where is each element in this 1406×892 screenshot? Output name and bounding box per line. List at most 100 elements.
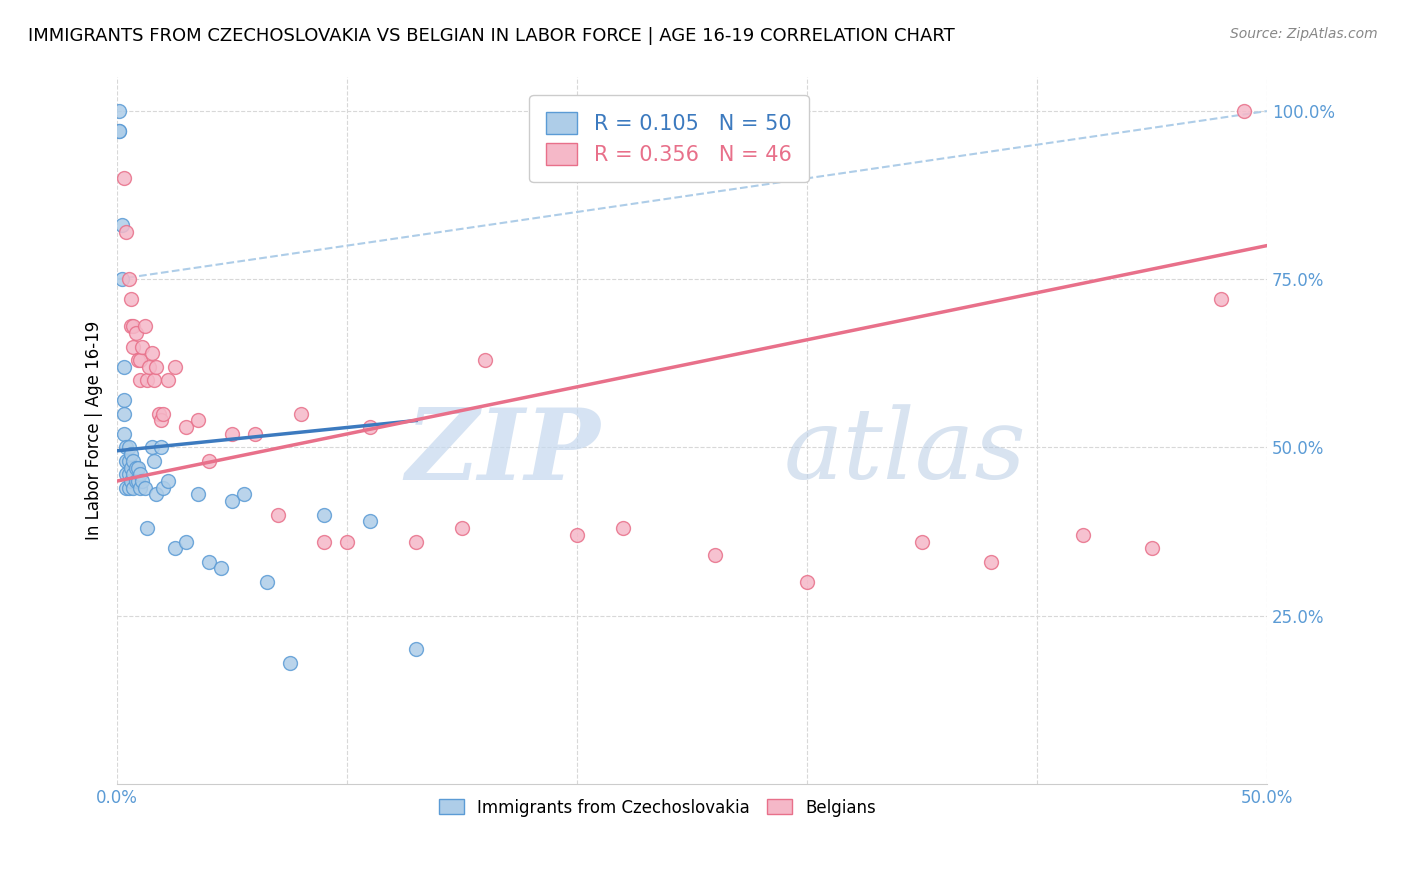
Point [145,359,167,374]
Point [129,353,152,368]
Point [134,481,156,495]
Point [134,319,156,334]
Point [115,225,138,239]
Point [198,555,221,569]
Point [112,359,135,374]
Point [405,642,427,657]
Point [796,574,818,589]
Text: Source: ZipAtlas.com: Source: ZipAtlas.com [1230,27,1378,41]
Point [108,124,131,138]
Point [359,515,381,529]
Point [127,353,149,368]
Point [124,326,146,340]
Point [152,407,174,421]
Point [143,454,166,468]
Legend: Immigrants from Czechoslovakia, Belgians: Immigrants from Czechoslovakia, Belgians [430,790,884,825]
Point [118,454,141,468]
Point [1071,528,1094,542]
Point [267,508,290,522]
Point [336,534,359,549]
Point [115,481,138,495]
Point [124,460,146,475]
Point [111,219,134,233]
Point [451,521,474,535]
Point [118,467,141,482]
Point [112,393,135,408]
Point [122,481,145,495]
Point [187,487,209,501]
Point [138,359,160,374]
Point [232,487,254,501]
Point [122,467,145,482]
Point [124,474,146,488]
Point [141,346,163,360]
Point [156,474,179,488]
Point [405,534,427,549]
Point [131,339,153,353]
Point [118,481,141,495]
Point [131,474,153,488]
Point [565,528,588,542]
Point [112,171,135,186]
Point [1233,104,1256,119]
Point [127,460,149,475]
Point [1209,293,1232,307]
Point [314,508,336,522]
Point [156,373,179,387]
Point [152,481,174,495]
Point [174,420,197,434]
Point [143,373,166,387]
Point [129,467,152,482]
Point [115,467,138,482]
Point [209,561,232,575]
Point [149,441,172,455]
Point [136,373,159,387]
Point [129,373,152,387]
Point [980,555,1002,569]
Point [122,339,145,353]
Point [108,124,131,138]
Point [163,541,186,556]
Point [290,407,312,421]
Point [612,521,634,535]
Point [243,426,266,441]
Point [149,413,172,427]
Point [120,319,142,334]
Point [108,104,131,119]
Point [120,447,142,461]
Point [256,574,278,589]
Point [198,454,221,468]
Point [136,521,159,535]
Point [127,474,149,488]
Point [145,487,167,501]
Point [704,548,727,562]
Point [187,413,209,427]
Point [314,534,336,549]
Point [118,272,141,286]
Point [112,426,135,441]
Point [278,656,301,670]
Point [122,319,145,334]
Text: ZIP: ZIP [405,403,600,500]
Point [474,353,496,368]
Point [120,293,142,307]
Point [115,454,138,468]
Point [141,441,163,455]
Point [111,272,134,286]
Point [129,481,152,495]
Point [221,494,243,508]
Point [118,441,141,455]
Point [221,426,243,441]
Point [120,460,142,475]
Point [120,474,142,488]
Point [359,420,381,434]
Text: atlas: atlas [785,404,1026,500]
Y-axis label: In Labor Force | Age 16-19: In Labor Force | Age 16-19 [86,321,103,541]
Point [174,534,197,549]
Point [115,441,138,455]
Point [122,454,145,468]
Point [163,359,186,374]
Point [911,534,934,549]
Point [112,407,135,421]
Text: IMMIGRANTS FROM CZECHOSLOVAKIA VS BELGIAN IN LABOR FORCE | AGE 16-19 CORRELATION: IMMIGRANTS FROM CZECHOSLOVAKIA VS BELGIA… [28,27,955,45]
